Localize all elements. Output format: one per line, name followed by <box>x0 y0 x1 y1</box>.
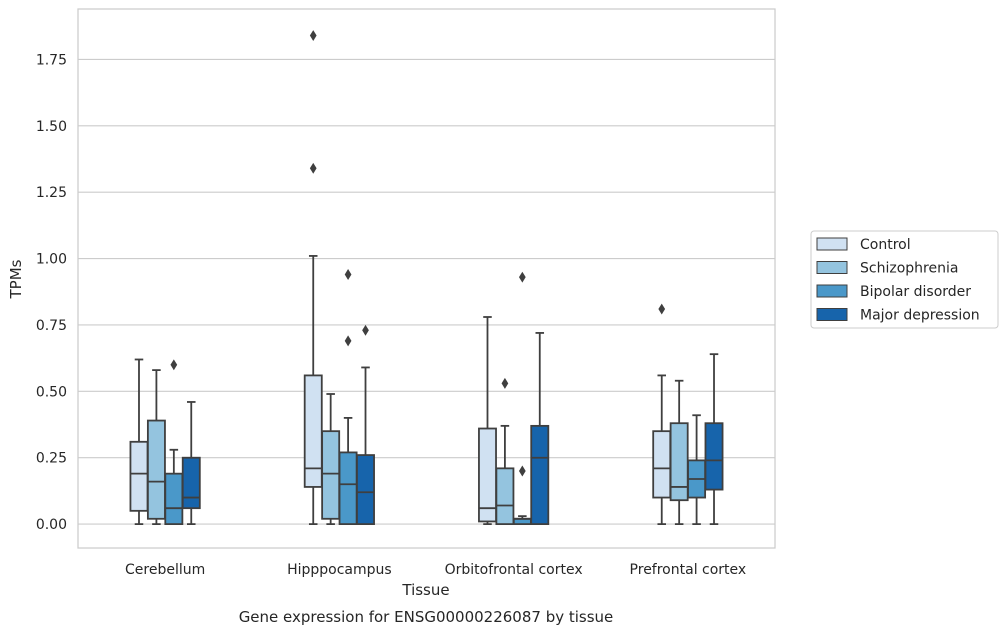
x-tick-label: Orbitofrontal cortex <box>445 562 583 578</box>
box <box>495 467 515 526</box>
box <box>164 472 184 526</box>
box-group <box>495 377 515 526</box>
y-tick-label: 1.25 <box>36 185 67 201</box>
y-tick-label: 0.25 <box>36 451 67 467</box>
y-tick-label: 0.00 <box>36 517 67 533</box>
box-group <box>530 332 550 526</box>
box-group <box>146 369 166 526</box>
outlier-point <box>309 162 317 174</box>
outlier-point <box>518 465 526 477</box>
legend-label: Major depression <box>860 308 980 324</box>
box <box>129 440 149 512</box>
box-group <box>129 358 149 526</box>
outlier-point <box>658 303 666 315</box>
chart-caption: Gene expression for ENSG00000226087 by t… <box>239 608 614 626</box>
outlier-point <box>344 269 352 280</box>
y-tick-label: 1.00 <box>36 252 67 268</box>
box <box>303 374 323 488</box>
outlier-point <box>170 359 178 371</box>
box-group <box>704 353 724 526</box>
box-group <box>356 324 375 526</box>
y-tick-label: 0.75 <box>36 318 67 334</box>
y-tick-label: 0.50 <box>36 384 67 400</box>
box <box>356 454 375 526</box>
legend-swatch <box>816 261 848 274</box>
legend-label: Bipolar disorder <box>860 284 971 300</box>
legend: Control Schizophrenia Bipolar disorder Majo… <box>810 230 999 329</box>
box <box>338 451 358 526</box>
legend-frame <box>810 230 999 329</box>
box <box>704 422 724 491</box>
box <box>321 430 341 520</box>
legend-swatch <box>816 284 848 298</box>
box-group <box>478 316 497 526</box>
box <box>530 424 550 526</box>
y-tick-label: 1.50 <box>36 119 67 135</box>
y-axis-title: TPMs <box>7 259 25 299</box>
box <box>146 419 166 520</box>
x-tick-label: Prefrontal cortex <box>630 562 747 578</box>
legend-label: Control <box>860 237 911 253</box>
x-tick-label: Cerebellum <box>125 562 205 578</box>
x-tick-labels: Cerebellum Hipppocampus Orbitofrontal cort… <box>125 562 746 578</box>
box-group <box>652 303 672 526</box>
legend-swatch <box>816 308 848 321</box>
box <box>181 456 201 510</box>
outlier-point <box>309 30 317 42</box>
box-group <box>181 401 201 526</box>
outlier-point <box>501 377 509 389</box>
x-tick-label: Hipppocampus <box>287 562 392 578</box>
y-tick-labels: 0.00 0.25 0.50 0.75 1.00 1.25 1.50 1.75 <box>36 52 67 533</box>
box-groups <box>129 30 724 526</box>
outlier-point <box>344 335 352 347</box>
box <box>652 430 672 499</box>
legend-swatch <box>816 237 848 251</box>
box-group <box>687 414 707 526</box>
y-tick-label: 1.75 <box>36 52 67 68</box>
x-axis-title: Tissue <box>401 581 449 599</box>
box <box>669 422 689 502</box>
outlier-point <box>362 324 369 336</box>
legend-label: Schizophrenia <box>860 261 958 277</box>
outlier-point <box>518 271 526 283</box>
